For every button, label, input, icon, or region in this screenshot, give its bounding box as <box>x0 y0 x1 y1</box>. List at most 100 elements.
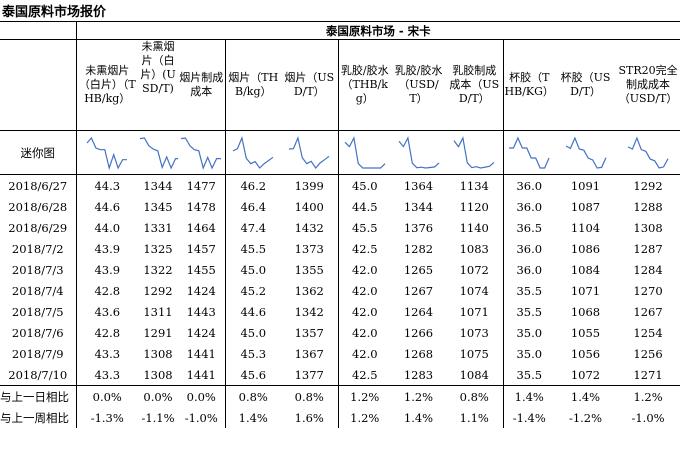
row-date: 2018/7/10 <box>0 364 76 386</box>
table-cell: 1441 <box>178 364 225 386</box>
sparkline-line <box>86 136 128 170</box>
row-date: 2018/6/28 <box>8 199 68 214</box>
table-cell: 1068 <box>570 304 601 319</box>
column-header: 乳胶/胶水（USD/T） <box>391 39 446 131</box>
column-header: 未熏烟片（白片）（THB/kg） <box>75 39 138 131</box>
corner-cell <box>0 21 76 40</box>
sparkline-cell <box>178 130 225 175</box>
table-cell: 44.5 <box>337 196 391 217</box>
table-cell: 1344 <box>143 178 173 193</box>
table-cell: 42.8 <box>75 280 138 301</box>
change-cell: 1.4% <box>570 389 601 404</box>
table-cell: 45.0 <box>337 174 391 196</box>
table-row: 2018/6/27 44.3 1344 1477 46.2 1399 45.0 1364 113… <box>0 174 680 196</box>
change-row: 与上一周相比 -1.3% -1.1% -1.0% 1.4% 1.6% 1.2% 1.4% 1.1… <box>0 407 680 428</box>
table-cell: 36.5 <box>502 217 555 238</box>
sparkline-line <box>509 136 550 169</box>
table-cell: 1256 <box>633 346 663 361</box>
sparkline-line <box>289 135 330 169</box>
table-cell: 45.0 <box>224 259 281 280</box>
change-cell: 1.4% <box>502 385 555 407</box>
table-cell: 1308 <box>143 346 173 361</box>
page-title: 泰国原料市场报价 <box>2 5 107 20</box>
sparkline-cell <box>138 130 178 175</box>
table-row: 2018/7/2 43.9 1325 1457 45.5 1373 42.5 1282 1083… <box>0 238 680 259</box>
table-cell: 42.8 <box>75 322 138 343</box>
table-cell: 1464 <box>186 220 216 235</box>
table-cell: 1287 <box>633 241 663 256</box>
sparkline <box>344 135 386 169</box>
table-cell: 35.5 <box>502 301 555 322</box>
table-cell: 43.3 <box>75 364 138 386</box>
table-cell: 1073 <box>459 325 489 340</box>
row-date: 2018/6/27 <box>8 178 68 193</box>
change-cell: 1.4% <box>224 407 281 428</box>
change-cell: -1.3% <box>75 407 138 428</box>
table-row: 2018/7/6 42.8 1291 1424 45.0 1357 42.0 1266 1073… <box>0 322 680 343</box>
sparkline-cell <box>391 130 446 175</box>
sparkline-cell <box>446 130 503 175</box>
table-cell: 42.0 <box>337 322 391 343</box>
table-cell: 1284 <box>633 262 663 277</box>
table-cell: 45.6 <box>224 364 281 386</box>
table-cell: 1283 <box>391 364 446 386</box>
table-cell: 1288 <box>633 199 663 214</box>
table-cell: 1134 <box>459 178 489 193</box>
table-cell: 36.0 <box>502 238 555 259</box>
table-cell: 1357 <box>294 325 324 340</box>
table-cell: 1342 <box>294 304 324 319</box>
table-cell: 45.0 <box>224 322 281 343</box>
table-cell: 44.6 <box>75 196 138 217</box>
table-cell: 1292 <box>633 178 663 193</box>
sparkline-cell <box>337 130 391 175</box>
table-cell: 1282 <box>403 241 434 256</box>
table-cell: 1367 <box>294 346 324 361</box>
column-header: 烟片制成成本 <box>178 39 225 131</box>
change-cell: -1.0% <box>631 410 665 425</box>
column-header: 乳胶/胶水（THB/kg） <box>337 39 391 131</box>
table-row: 2018/7/3 43.9 1322 1455 45.0 1355 42.0 1265 1072… <box>0 259 680 280</box>
sparkline-line <box>139 136 178 169</box>
table-cell: 1308 <box>138 364 178 386</box>
sparkline-line <box>398 135 439 169</box>
column-header: 烟片（USD/T） <box>281 39 338 131</box>
change-label: 与上一周相比 <box>0 410 69 425</box>
table-cell: 1072 <box>555 364 616 386</box>
table-cell: 35.5 <box>502 280 555 301</box>
table-cell: 1271 <box>616 364 680 386</box>
column-header: 乳胶制成成本（USD/T） <box>446 39 503 131</box>
table-cell: 42.5 <box>337 238 391 259</box>
change-cell: 0.0% <box>75 385 138 407</box>
table-cell: 1322 <box>143 262 173 277</box>
table-cell: 1055 <box>570 325 601 340</box>
table-cell: 35.0 <box>502 343 555 364</box>
sparkline-line <box>453 135 495 169</box>
row-date: 2018/7/4 <box>11 283 64 298</box>
table-cell: 1264 <box>403 304 434 319</box>
table-cell: 1331 <box>143 220 173 235</box>
change-cell: -1.4% <box>502 407 555 428</box>
table-cell: 1308 <box>633 220 663 235</box>
table-cell: 1457 <box>186 241 216 256</box>
table-cell: 1400 <box>294 199 324 214</box>
table-cell: 36.0 <box>502 259 555 280</box>
table-cell: 1325 <box>143 241 173 256</box>
table-cell: 1265 <box>403 262 434 277</box>
sparkline-line <box>344 135 386 169</box>
table-cell: 1345 <box>143 199 173 214</box>
table-cell: 1292 <box>143 283 173 298</box>
table-cell: 47.4 <box>224 217 281 238</box>
change-label: 与上一日相比 <box>0 389 69 404</box>
table-cell: 1364 <box>403 178 434 193</box>
sparkline-cell <box>281 130 338 175</box>
change-cell: -1.1% <box>141 410 175 425</box>
sparkline-cell <box>555 130 616 175</box>
table-cell: 1083 <box>459 241 489 256</box>
change-cell: 0.8% <box>294 389 324 404</box>
table-cell: 1254 <box>633 325 663 340</box>
sparkline-line <box>627 135 669 169</box>
table-cell: 43.9 <box>75 259 138 280</box>
column-header: 烟片（THB/kg） <box>224 39 281 131</box>
table-cell: 1084 <box>570 262 601 277</box>
sparkline <box>627 135 669 169</box>
